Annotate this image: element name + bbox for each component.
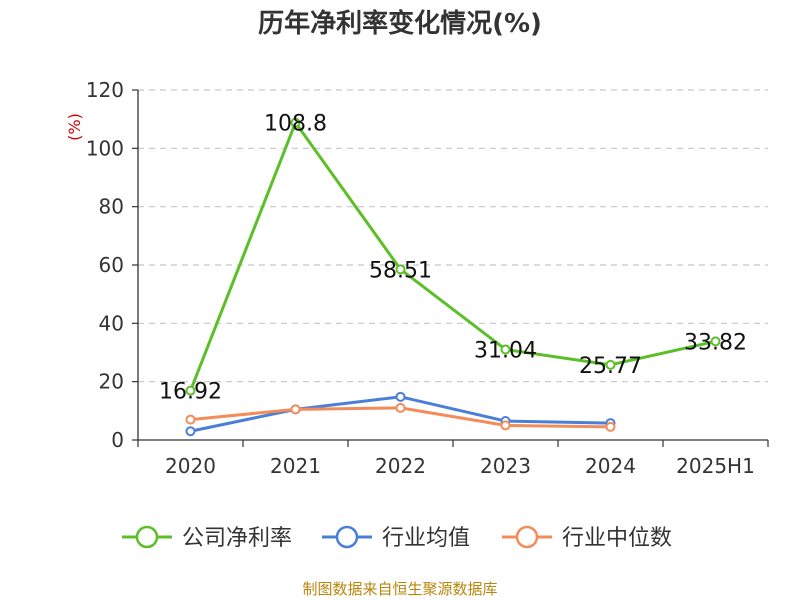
- y-tick-label: 0: [111, 428, 124, 452]
- data-label: 108.8: [264, 112, 327, 137]
- data-labels: 16.92 108.8 58.51 31.04 25.77 33.82: [159, 112, 747, 405]
- data-point: [395, 391, 406, 402]
- data-point: [605, 359, 616, 370]
- y-tick-label: 60: [99, 253, 124, 277]
- legend-swatch-marker: [515, 525, 539, 549]
- axes: 0 20 40 60 80 100 120 2020 2021 2022 2023 2024 2025H…: [86, 78, 769, 478]
- legend-swatch-marker: [335, 525, 359, 549]
- legend-item[interactable]: 行业中位数: [502, 525, 672, 551]
- y-axis-unit: (%): [65, 113, 84, 141]
- data-point: [395, 402, 406, 413]
- chart-title: 历年净利率变化情况(%): [258, 8, 542, 39]
- legend-item[interactable]: 行业均值: [322, 525, 470, 551]
- legend-label: 行业均值: [382, 526, 470, 551]
- y-tick-label: 40: [99, 311, 124, 335]
- data-point: [185, 385, 196, 396]
- series-line: [189, 121, 716, 392]
- data-point: [605, 421, 616, 432]
- data-label: 33.82: [684, 330, 747, 355]
- x-tick-label: 2022: [375, 454, 426, 478]
- y-tick-label: 20: [99, 370, 124, 394]
- x-tick-label: 2021: [270, 454, 321, 478]
- y-tick-label: 120: [86, 78, 124, 102]
- source-note: 制图数据来自恒生聚源数据库: [302, 580, 497, 598]
- legend-swatch-marker: [135, 525, 159, 549]
- data-point: [290, 404, 301, 415]
- legend-item[interactable]: 公司净利率: [122, 525, 292, 551]
- data-point: [710, 336, 721, 347]
- grid-lines: [138, 89, 768, 383]
- data-point: [185, 414, 196, 425]
- legend-label: 公司净利率: [182, 526, 292, 551]
- data-label: 25.77: [579, 354, 642, 379]
- y-tick-label: 100: [86, 136, 124, 160]
- data-point: [290, 117, 301, 128]
- y-tick-label: 80: [99, 195, 124, 219]
- data-label: 16.92: [159, 380, 222, 405]
- x-tick-label: 2025H1: [676, 454, 755, 478]
- x-tick-label: 2020: [165, 454, 216, 478]
- data-point: [500, 344, 511, 355]
- x-tick-label: 2023: [480, 454, 531, 478]
- legend-label: 行业中位数: [562, 526, 672, 551]
- x-tick-label: 2024: [585, 454, 636, 478]
- data-point: [395, 264, 406, 275]
- data-point: [185, 426, 196, 437]
- data-label: 58.51: [369, 258, 432, 283]
- legend[interactable]: 公司净利率 行业均值 行业中位数: [122, 525, 672, 551]
- data-label: 31.04: [474, 338, 537, 363]
- series-lines: [185, 117, 721, 437]
- data-point: [500, 420, 511, 431]
